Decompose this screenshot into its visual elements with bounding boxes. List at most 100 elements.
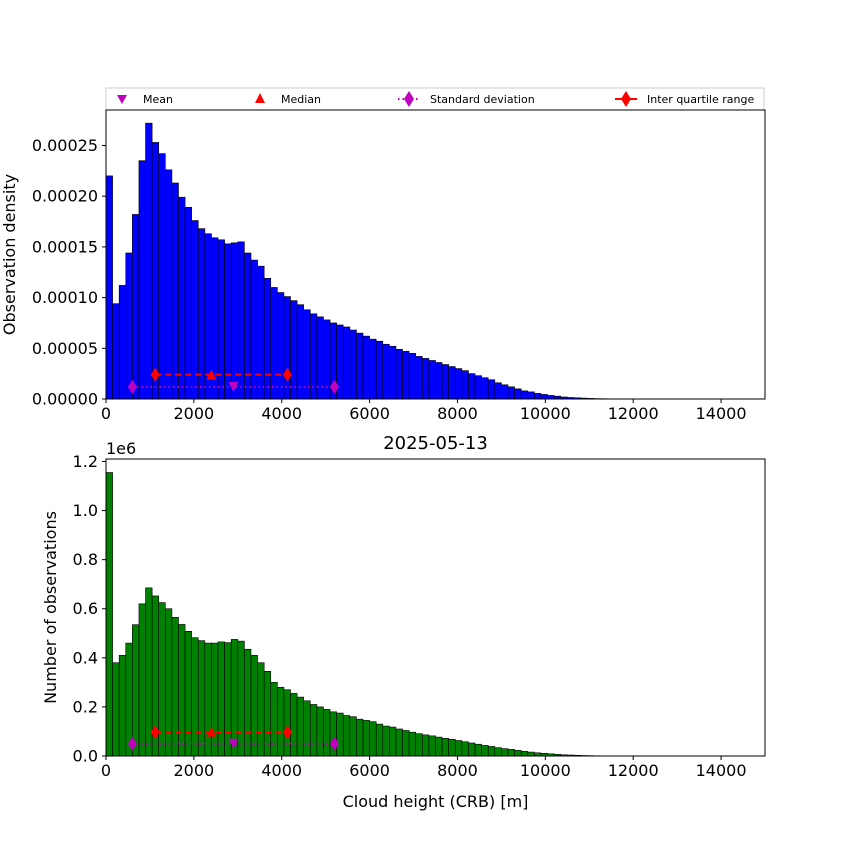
- density-bar: [138, 160, 146, 400]
- density-histogram-panel: 0 2000 4000 6000 8000 10000 12000 14000 0.00000…: [0, 109, 766, 423]
- count-mean-marker: [228, 738, 239, 749]
- count-bar: [448, 739, 456, 757]
- count-x-tick-label: 12000: [608, 761, 659, 780]
- count-bar: [283, 689, 291, 757]
- count-bar: [112, 662, 120, 757]
- count-bar: [316, 706, 324, 757]
- legend-label-mean: Mean: [143, 93, 173, 106]
- count-bar: [507, 749, 515, 757]
- density-bar: [501, 384, 509, 400]
- legend-median-marker: [255, 93, 265, 103]
- count-bar: [237, 640, 245, 757]
- density-bar: [263, 278, 272, 400]
- count-bar: [329, 711, 337, 757]
- count-y-ticks: 0.0 0.2 0.4 0.6 0.8 1.0 1.2: [73, 452, 106, 766]
- count-bar: [468, 742, 476, 757]
- density-bar: [283, 296, 291, 400]
- count-bar: [428, 735, 436, 757]
- count-y-tick-label: 0.4: [73, 648, 98, 667]
- density-x-tick-label: 14000: [696, 404, 747, 423]
- density-y-tick-label: 0.00025: [32, 136, 98, 155]
- count-x-tick-label: 10000: [520, 761, 571, 780]
- count-bar: [514, 750, 522, 757]
- density-bar: [244, 252, 252, 400]
- density-bar: [356, 332, 364, 400]
- count-bar: [145, 587, 153, 757]
- count-bar: [244, 648, 252, 757]
- count-bar: [520, 751, 529, 757]
- density-bar: [270, 287, 278, 400]
- density-bar: [514, 388, 522, 400]
- density-bar: [112, 303, 120, 400]
- count-bar: [494, 747, 502, 757]
- density-bar: [494, 382, 502, 400]
- count-x-tick-label: 0: [101, 761, 111, 780]
- density-bar: [171, 182, 179, 400]
- density-bar: [402, 351, 410, 400]
- count-bar: [290, 693, 298, 757]
- density-y-tick-label: 0.00000: [32, 390, 98, 409]
- density-iqr-high-marker: [282, 367, 292, 382]
- count-y-axis-label: Number of observations: [41, 511, 60, 704]
- count-stats: [127, 725, 339, 751]
- density-bar: [375, 340, 384, 400]
- count-x-tick-label: 2000: [174, 761, 215, 780]
- legend-label-iqr: Inter quartile range: [647, 93, 754, 106]
- density-median-marker: [206, 369, 217, 380]
- density-bar: [382, 343, 390, 400]
- density-bars: [105, 122, 667, 400]
- count-bar: [408, 731, 417, 757]
- count-x-tick-label: 4000: [261, 761, 302, 780]
- count-bar: [415, 733, 423, 757]
- density-bar: [296, 304, 304, 400]
- count-bar: [270, 682, 278, 757]
- count-bar: [184, 631, 192, 757]
- density-bar: [118, 285, 127, 400]
- count-axes-frame: [105, 458, 766, 757]
- density-y-ticks: 0.00000 0.00005 0.00010 0.00015 0.00020 0.000…: [32, 136, 106, 409]
- density-bar: [349, 329, 357, 400]
- density-x-tick-label: 8000: [437, 404, 478, 423]
- count-bar: [342, 715, 351, 757]
- count-std-high-marker: [329, 736, 339, 751]
- density-bar: [448, 366, 456, 400]
- legend-mean-marker: [117, 95, 127, 104]
- density-std-low-marker: [127, 379, 137, 394]
- count-y-tick-label: 0.0: [73, 747, 98, 766]
- density-bar: [145, 122, 153, 400]
- count-bar: [309, 704, 318, 757]
- density-bar: [454, 368, 463, 400]
- density-x-tick-label: 4000: [261, 404, 302, 423]
- density-bar: [132, 214, 140, 400]
- density-bar: [408, 353, 417, 400]
- count-bar: [395, 728, 403, 757]
- count-bar: [382, 725, 390, 757]
- density-bar: [250, 259, 258, 400]
- density-bar: [224, 243, 232, 400]
- count-bar: [277, 686, 285, 757]
- density-bar: [191, 220, 199, 400]
- count-y-tick-label: 0.6: [73, 599, 98, 618]
- legend-label-std: Standard deviation: [430, 93, 535, 106]
- density-bar: [369, 338, 377, 400]
- density-bar: [290, 300, 298, 400]
- density-bar: [257, 265, 265, 400]
- count-bar: [441, 738, 449, 757]
- density-bar: [415, 356, 423, 400]
- density-x-tick-label: 2000: [174, 404, 215, 423]
- density-bar: [178, 196, 186, 400]
- density-y-axis-label: Observation density: [0, 174, 19, 335]
- density-x-tick-label: 0: [101, 404, 111, 423]
- count-x-tick-label: 14000: [696, 761, 747, 780]
- density-bar: [389, 345, 397, 400]
- density-bar: [165, 169, 173, 400]
- density-y-tick-label: 0.00015: [32, 237, 98, 256]
- count-bar: [171, 617, 179, 757]
- density-bar: [362, 335, 370, 400]
- density-bar: [468, 373, 476, 400]
- count-std-low-marker: [127, 736, 137, 751]
- density-mean-marker: [228, 381, 239, 392]
- count-bar: [118, 655, 127, 757]
- density-bar: [342, 326, 351, 400]
- count-chart-title: 2025-05-13: [383, 433, 488, 454]
